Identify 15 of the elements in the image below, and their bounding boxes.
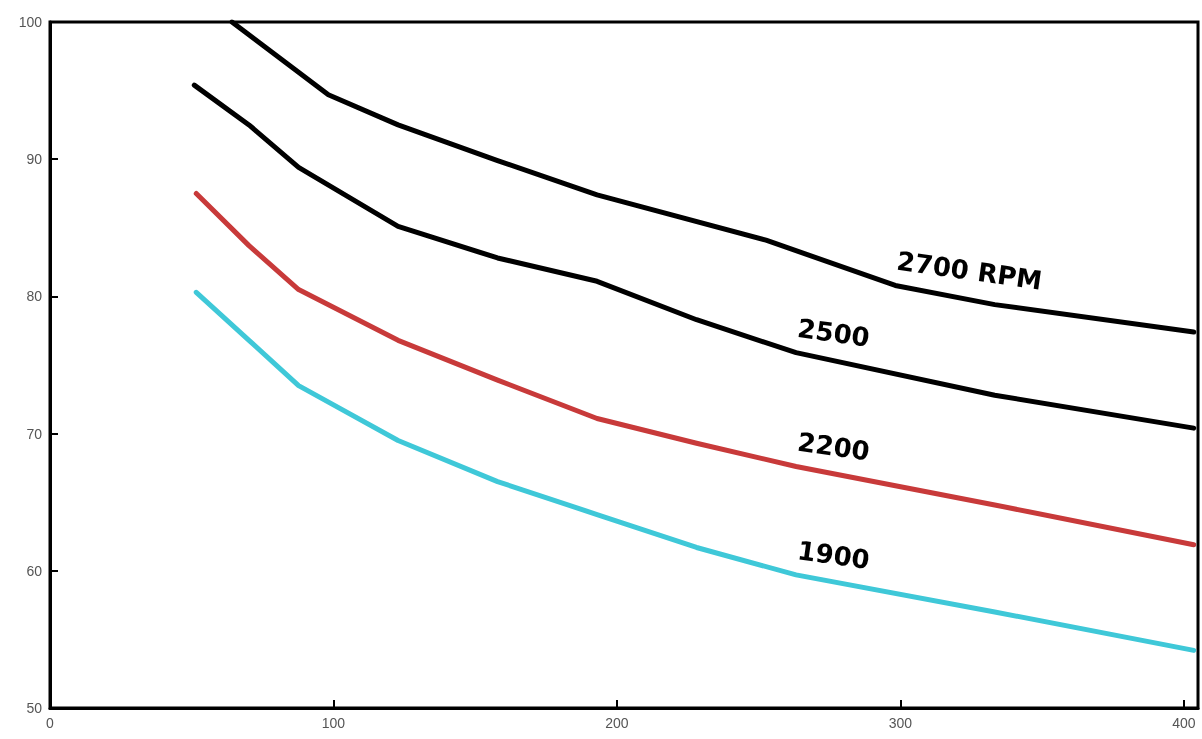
y-tick-label: 60 [26, 562, 43, 579]
text: 2200 [795, 426, 872, 467]
x-tick-label: 300 [888, 715, 913, 731]
y-tick-label: 100 [18, 14, 43, 30]
text: 2700 RPM [894, 245, 1045, 296]
x-tick-label: 400 [1172, 715, 1196, 731]
y-tick-label: 50 [26, 700, 43, 716]
text: 2500 [795, 312, 872, 353]
x-tick-label: 100 [321, 715, 346, 731]
y-tick-label: 80 [26, 288, 43, 305]
x-tick-label: 0 [46, 715, 55, 731]
text: 1900 [795, 535, 872, 575]
x-tick-label: 200 [605, 715, 629, 731]
y-tick-label: 70 [26, 425, 43, 442]
y-tick-label: 90 [26, 151, 43, 168]
